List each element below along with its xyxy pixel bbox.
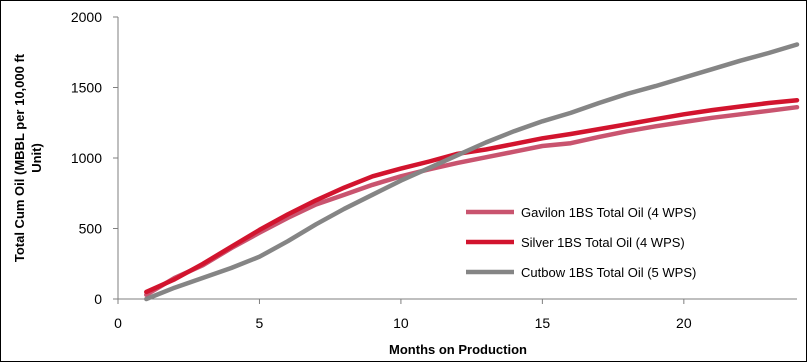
legend-label-2: Silver 1BS Total Oil (4 WPS) bbox=[521, 235, 685, 250]
series-line-1 bbox=[144, 104, 800, 298]
legend-label-3: Cutbow 1BS Total Oil (5 WPS) bbox=[521, 265, 696, 280]
x-tick-label: 15 bbox=[535, 315, 551, 331]
y-axis-title-line2: Unit) bbox=[29, 143, 44, 173]
legend-label-1: Gavilon 1BS Total Oil (4 WPS) bbox=[521, 205, 696, 220]
series-line-2 bbox=[144, 97, 800, 295]
y-axis-title-line1: Total Cum Oil (MBBL per 10,000 ft bbox=[12, 53, 27, 262]
x-tick-label: 20 bbox=[676, 315, 692, 331]
x-tick-label: 10 bbox=[393, 315, 409, 331]
x-tick-label: 5 bbox=[256, 315, 264, 331]
y-tick-label: 500 bbox=[79, 221, 103, 237]
y-tick-label: 0 bbox=[94, 291, 102, 307]
series-lines bbox=[144, 42, 800, 302]
legend: Gavilon 1BS Total Oil (4 WPS) Silver 1BS … bbox=[466, 205, 696, 280]
y-tick-label: 1500 bbox=[71, 80, 102, 96]
axes bbox=[113, 16, 797, 304]
series-line-3 bbox=[144, 42, 800, 302]
y-tick-label: 2000 bbox=[71, 9, 102, 25]
x-tick-label: 0 bbox=[114, 315, 122, 331]
y-tick-label: 1000 bbox=[71, 150, 102, 166]
tick-labels: 0 500 1000 1500 2000 0 5 10 15 20 bbox=[71, 9, 692, 331]
x-axis-title: Months on Production bbox=[389, 342, 527, 357]
